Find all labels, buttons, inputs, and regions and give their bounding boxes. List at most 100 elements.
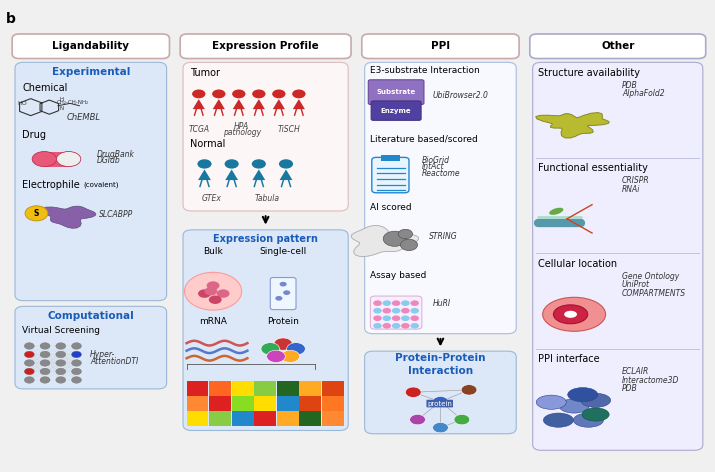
Text: PPI: PPI — [431, 41, 450, 51]
Text: GTEx: GTEx — [202, 194, 222, 202]
Circle shape — [410, 414, 425, 425]
Circle shape — [272, 90, 285, 98]
Circle shape — [72, 343, 82, 349]
Text: AlphaFold2: AlphaFold2 — [622, 89, 665, 98]
Polygon shape — [252, 169, 265, 180]
Circle shape — [209, 295, 222, 304]
Text: b: b — [6, 12, 16, 26]
Text: PDB: PDB — [622, 81, 638, 90]
Circle shape — [401, 323, 410, 329]
Circle shape — [72, 360, 82, 366]
Text: BioGrid: BioGrid — [422, 156, 450, 165]
Circle shape — [24, 368, 34, 375]
Text: RNAi: RNAi — [622, 185, 641, 194]
Text: Electrophile: Electrophile — [22, 180, 80, 190]
Ellipse shape — [581, 393, 611, 407]
FancyBboxPatch shape — [359, 33, 522, 453]
Circle shape — [461, 385, 477, 395]
Text: SLCABPP: SLCABPP — [99, 210, 134, 219]
Circle shape — [373, 308, 382, 313]
Circle shape — [373, 323, 382, 329]
Circle shape — [274, 338, 292, 350]
Circle shape — [433, 422, 448, 433]
Bar — [277, 411, 299, 426]
Text: Ligandability: Ligandability — [52, 41, 129, 51]
Bar — [255, 396, 276, 411]
Bar — [277, 396, 299, 411]
Polygon shape — [233, 99, 245, 109]
Text: HPA: HPA — [234, 122, 250, 131]
Bar — [209, 381, 231, 396]
Text: Computational: Computational — [47, 311, 134, 321]
Text: Tumor: Tumor — [190, 67, 220, 78]
Circle shape — [56, 360, 66, 366]
Text: Bulk: Bulk — [203, 247, 223, 256]
Ellipse shape — [564, 311, 577, 318]
Bar — [187, 411, 209, 426]
Bar — [209, 396, 231, 411]
Text: mRNA: mRNA — [199, 317, 227, 326]
Circle shape — [40, 368, 50, 375]
Text: HO: HO — [17, 101, 27, 106]
FancyBboxPatch shape — [527, 33, 709, 453]
FancyBboxPatch shape — [12, 34, 169, 59]
Text: CRISPR: CRISPR — [622, 176, 650, 185]
Polygon shape — [293, 99, 305, 109]
Bar — [255, 381, 276, 396]
Polygon shape — [225, 169, 238, 180]
Circle shape — [383, 300, 391, 306]
FancyBboxPatch shape — [365, 62, 516, 334]
FancyBboxPatch shape — [180, 34, 351, 59]
Text: N: N — [59, 106, 64, 110]
Text: Normal: Normal — [190, 139, 225, 149]
Ellipse shape — [536, 395, 566, 409]
Text: Substrate: Substrate — [377, 89, 415, 95]
FancyBboxPatch shape — [533, 62, 703, 450]
Text: S: S — [34, 209, 39, 218]
Text: TiSCH: TiSCH — [277, 125, 300, 134]
Circle shape — [373, 315, 382, 321]
Text: Expression pattern: Expression pattern — [213, 234, 318, 244]
Circle shape — [267, 350, 285, 362]
Text: Functional essentiality: Functional essentiality — [538, 163, 649, 173]
Circle shape — [24, 377, 34, 383]
Ellipse shape — [573, 413, 603, 427]
Circle shape — [72, 377, 82, 383]
Bar — [187, 396, 209, 411]
FancyBboxPatch shape — [183, 230, 348, 430]
Text: PDB: PDB — [622, 384, 638, 393]
Circle shape — [410, 300, 419, 306]
Text: Enzyme: Enzyme — [381, 109, 411, 114]
Circle shape — [383, 231, 406, 246]
Polygon shape — [272, 99, 285, 109]
Bar — [381, 155, 400, 161]
Circle shape — [198, 289, 211, 298]
Circle shape — [24, 351, 34, 358]
Circle shape — [410, 315, 419, 321]
Circle shape — [287, 343, 305, 355]
Bar — [300, 411, 321, 426]
FancyBboxPatch shape — [15, 62, 167, 301]
Bar — [232, 381, 254, 396]
Text: protein: protein — [428, 401, 452, 406]
Circle shape — [401, 300, 410, 306]
Ellipse shape — [549, 208, 563, 215]
Bar — [300, 396, 321, 411]
Circle shape — [410, 308, 419, 313]
Text: TCGA: TCGA — [188, 125, 209, 134]
FancyBboxPatch shape — [183, 62, 348, 211]
Bar — [232, 411, 254, 426]
Circle shape — [25, 206, 48, 221]
FancyBboxPatch shape — [15, 306, 167, 389]
FancyBboxPatch shape — [372, 157, 409, 193]
Circle shape — [212, 90, 225, 98]
Circle shape — [281, 350, 300, 362]
Text: E3-substrate Interaction: E3-substrate Interaction — [370, 66, 480, 76]
Circle shape — [252, 90, 265, 98]
Text: PPI interface: PPI interface — [538, 354, 600, 364]
Text: Single-cell: Single-cell — [260, 247, 307, 256]
Bar — [209, 411, 231, 426]
Polygon shape — [198, 169, 211, 180]
Circle shape — [225, 159, 239, 169]
FancyBboxPatch shape — [9, 33, 172, 453]
